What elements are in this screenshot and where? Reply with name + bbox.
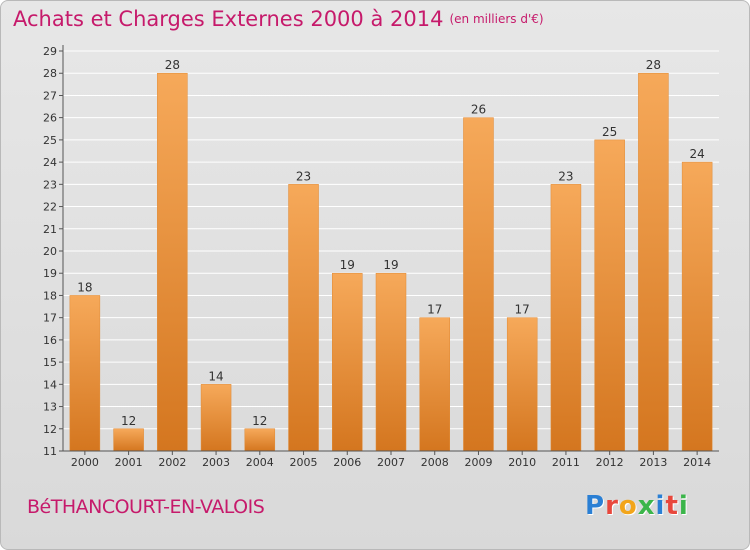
y-tick-label: 26 [43, 112, 57, 125]
y-tick-label: 21 [43, 223, 57, 236]
y-tick-label: 24 [43, 156, 57, 169]
proxiti-logo[interactable]: Proxiti [585, 491, 689, 521]
bar[interactable] [332, 272, 363, 452]
bar[interactable] [638, 72, 669, 452]
y-tick-label: 18 [43, 289, 57, 302]
bar-value-label: 18 [77, 280, 92, 294]
bar[interactable] [419, 317, 450, 452]
bar-value-label: 28 [165, 58, 180, 72]
bar[interactable] [200, 384, 232, 452]
bar-value-label: 12 [252, 414, 267, 428]
y-tick-label: 12 [43, 423, 57, 436]
y-tick-label: 27 [43, 89, 57, 102]
axes [59, 45, 719, 455]
y-tick-label: 22 [43, 201, 57, 214]
chart-unit: (en milliers d'€) [449, 12, 544, 26]
logo-letter: o [618, 491, 638, 521]
y-tick-label: 29 [43, 45, 57, 58]
bar-value-label: 19 [383, 258, 398, 272]
y-tick-label: 23 [43, 178, 57, 191]
bar-value-label: 28 [646, 58, 661, 72]
logo-letter: x [637, 491, 656, 521]
logo-letter: P [585, 491, 606, 521]
x-tick-label: 2013 [639, 456, 667, 469]
bar-value-label: 19 [340, 258, 355, 272]
x-tick-label: 2008 [421, 456, 449, 469]
x-tick-label: 2010 [508, 456, 536, 469]
bar[interactable] [288, 184, 319, 452]
bar-value-label: 23 [296, 169, 311, 183]
bar[interactable] [375, 272, 407, 452]
logo-letter: i [655, 491, 666, 521]
bar-value-label: 17 [427, 303, 442, 317]
x-tick-label: 2003 [202, 456, 230, 469]
bar-value-label: 25 [602, 125, 617, 139]
logo-letter: t [665, 491, 679, 521]
bar[interactable] [506, 317, 538, 452]
y-tick-label: 16 [43, 334, 57, 347]
x-tick-label: 2006 [333, 456, 361, 469]
bar-value-label: 14 [208, 369, 223, 383]
x-tick-label: 2000 [71, 456, 99, 469]
bar[interactable] [113, 428, 144, 452]
x-tick-label: 2001 [115, 456, 143, 469]
y-tick-label: 14 [43, 378, 57, 391]
y-tick-label: 20 [43, 245, 57, 258]
bar-value-label: 12 [121, 414, 136, 428]
bar[interactable] [69, 295, 101, 452]
y-tick-label: 11 [43, 445, 57, 458]
y-tick-label: 25 [43, 134, 57, 147]
x-tick-label: 2005 [290, 456, 318, 469]
y-tick-label: 15 [43, 356, 57, 369]
bar[interactable] [681, 161, 713, 452]
bar-value-label: 26 [471, 103, 486, 117]
y-tick-label: 28 [43, 67, 57, 80]
y-tick-label: 17 [43, 312, 57, 325]
bar-value-label: 24 [689, 147, 704, 161]
logo-letter: i [678, 491, 689, 521]
bar-value-label: 17 [515, 303, 530, 317]
x-tick-label: 2011 [552, 456, 580, 469]
chart-title: Achats et Charges Externes 2000 à 2014 (e… [13, 7, 544, 31]
x-tick-label: 2012 [596, 456, 624, 469]
x-tick-label: 2004 [246, 456, 274, 469]
bar[interactable] [244, 428, 276, 452]
x-tick-label: 2007 [377, 456, 405, 469]
x-tick-label: 2009 [464, 456, 492, 469]
bar[interactable] [463, 117, 494, 452]
y-tick-label: 13 [43, 401, 57, 414]
labels: 11 12 13 14 15 16 17 18 19 20 21 22 23 24 25 26 27 28 29 18… [43, 45, 711, 469]
bar[interactable] [157, 72, 188, 452]
x-tick-label: 2014 [683, 456, 711, 469]
logo-letter: r [605, 491, 619, 521]
bars [69, 72, 713, 452]
bar-value-label: 23 [558, 169, 573, 183]
bar[interactable] [594, 139, 625, 452]
town-name: BéTHANCOURT-EN-VALOIS [27, 496, 265, 518]
chart-title-text: Achats et Charges Externes 2000 à 2014 [13, 7, 444, 31]
bar[interactable] [550, 184, 582, 452]
x-tick-label: 2002 [158, 456, 186, 469]
y-tick-label: 19 [43, 267, 57, 280]
